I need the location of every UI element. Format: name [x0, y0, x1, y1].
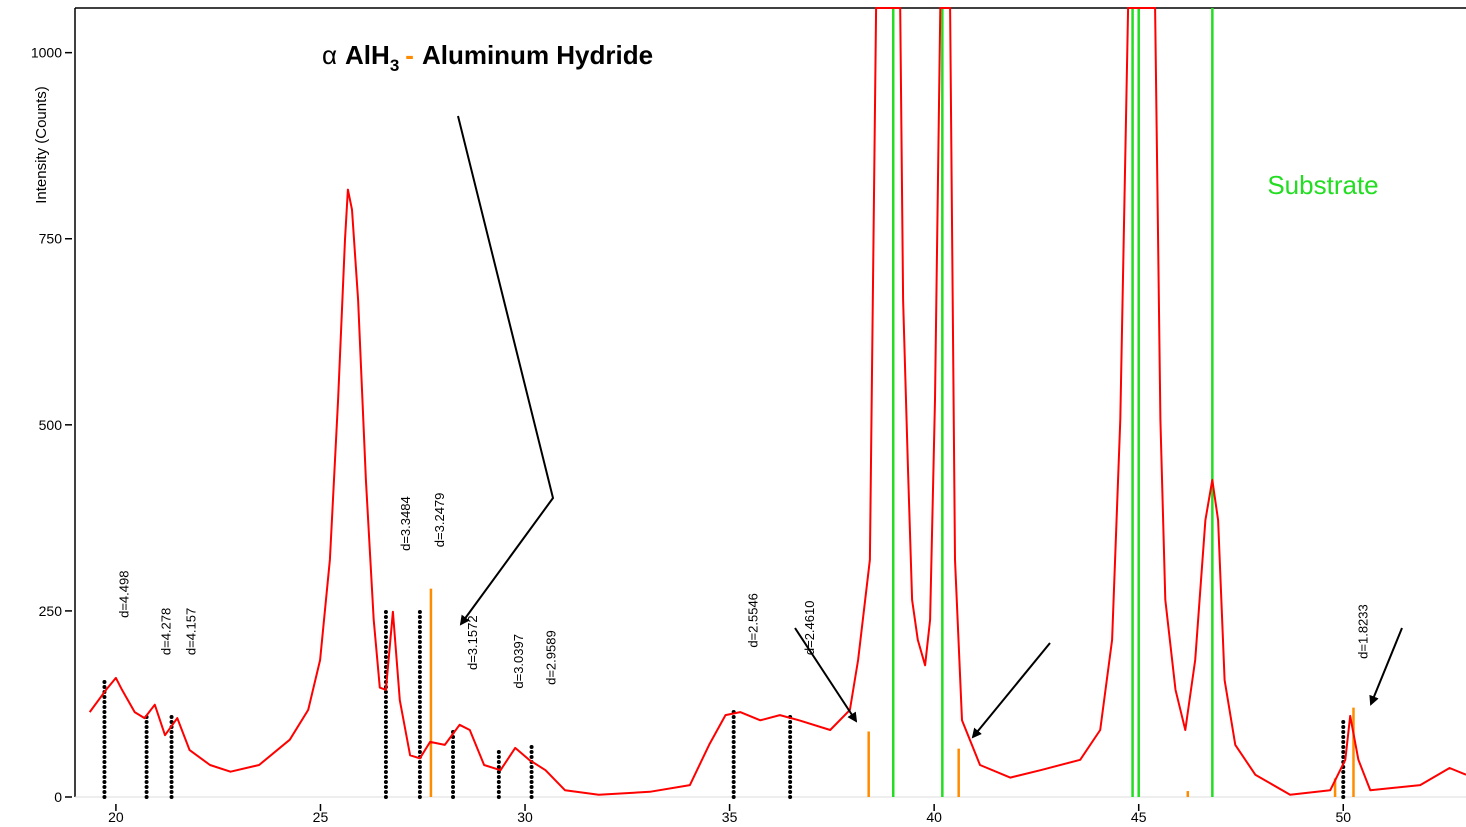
arrow	[794, 627, 858, 723]
sticks: d=4.498 d=4.278 d=4.157 d=3.3484 d=3.2479 d=3…	[102, 8, 1370, 799]
x-tick-label: 30	[517, 809, 533, 825]
y-tick-label: 1000	[31, 45, 62, 61]
y-tick-label: 500	[39, 417, 63, 433]
d-spacing-label: d=4.157	[184, 608, 199, 655]
title-formula: AlH	[345, 40, 390, 70]
d-spacing-label: d=3.3484	[398, 496, 413, 551]
y-axis-label: Intensity (Counts)	[33, 86, 50, 204]
arrow	[457, 115, 555, 626]
y-tick-label: 0	[54, 789, 62, 805]
data-line	[88, 7, 1466, 796]
title-subscript: 3	[390, 56, 399, 75]
d-spacing-label: d=2.5546	[746, 593, 761, 648]
title-symbol: α	[322, 40, 337, 70]
d-spacing-label: d=1.8233	[1355, 604, 1370, 659]
x-tick-label: 25	[313, 809, 329, 825]
x-tick-label: 35	[722, 809, 738, 825]
x-tick-label: 50	[1335, 809, 1351, 825]
axes: 0 250 500 750 1000 20 25 30 35 40 45 50	[31, 7, 1466, 825]
x-tick-label: 40	[926, 809, 942, 825]
d-spacing-label: d=2.4610	[802, 601, 817, 656]
d-spacing-label: d=3.1572	[465, 615, 480, 670]
arrow	[1369, 627, 1403, 706]
pattern	[88, 7, 1466, 796]
chart-title: α AlH3- Aluminum Hydride	[322, 40, 653, 75]
y-tick-label: 250	[39, 603, 63, 619]
d-spacing-label: d=4.498	[116, 571, 131, 618]
title-name: Aluminum Hydride	[422, 40, 653, 70]
x-tick-label: 20	[108, 809, 124, 825]
y-tick-label: 750	[39, 231, 63, 247]
d-spacing-label: d=3.2479	[432, 493, 447, 548]
x-tick-label: 45	[1131, 809, 1147, 825]
legend-label: Substrate	[1267, 170, 1378, 200]
title-dash: -	[405, 40, 414, 70]
d-spacing-label: d=3.0397	[511, 634, 526, 689]
d-spacing-label: d=2.9589	[544, 630, 559, 685]
d-spacing-label: d=4.278	[159, 608, 174, 655]
arrows	[457, 115, 1403, 739]
arrow	[971, 642, 1051, 739]
